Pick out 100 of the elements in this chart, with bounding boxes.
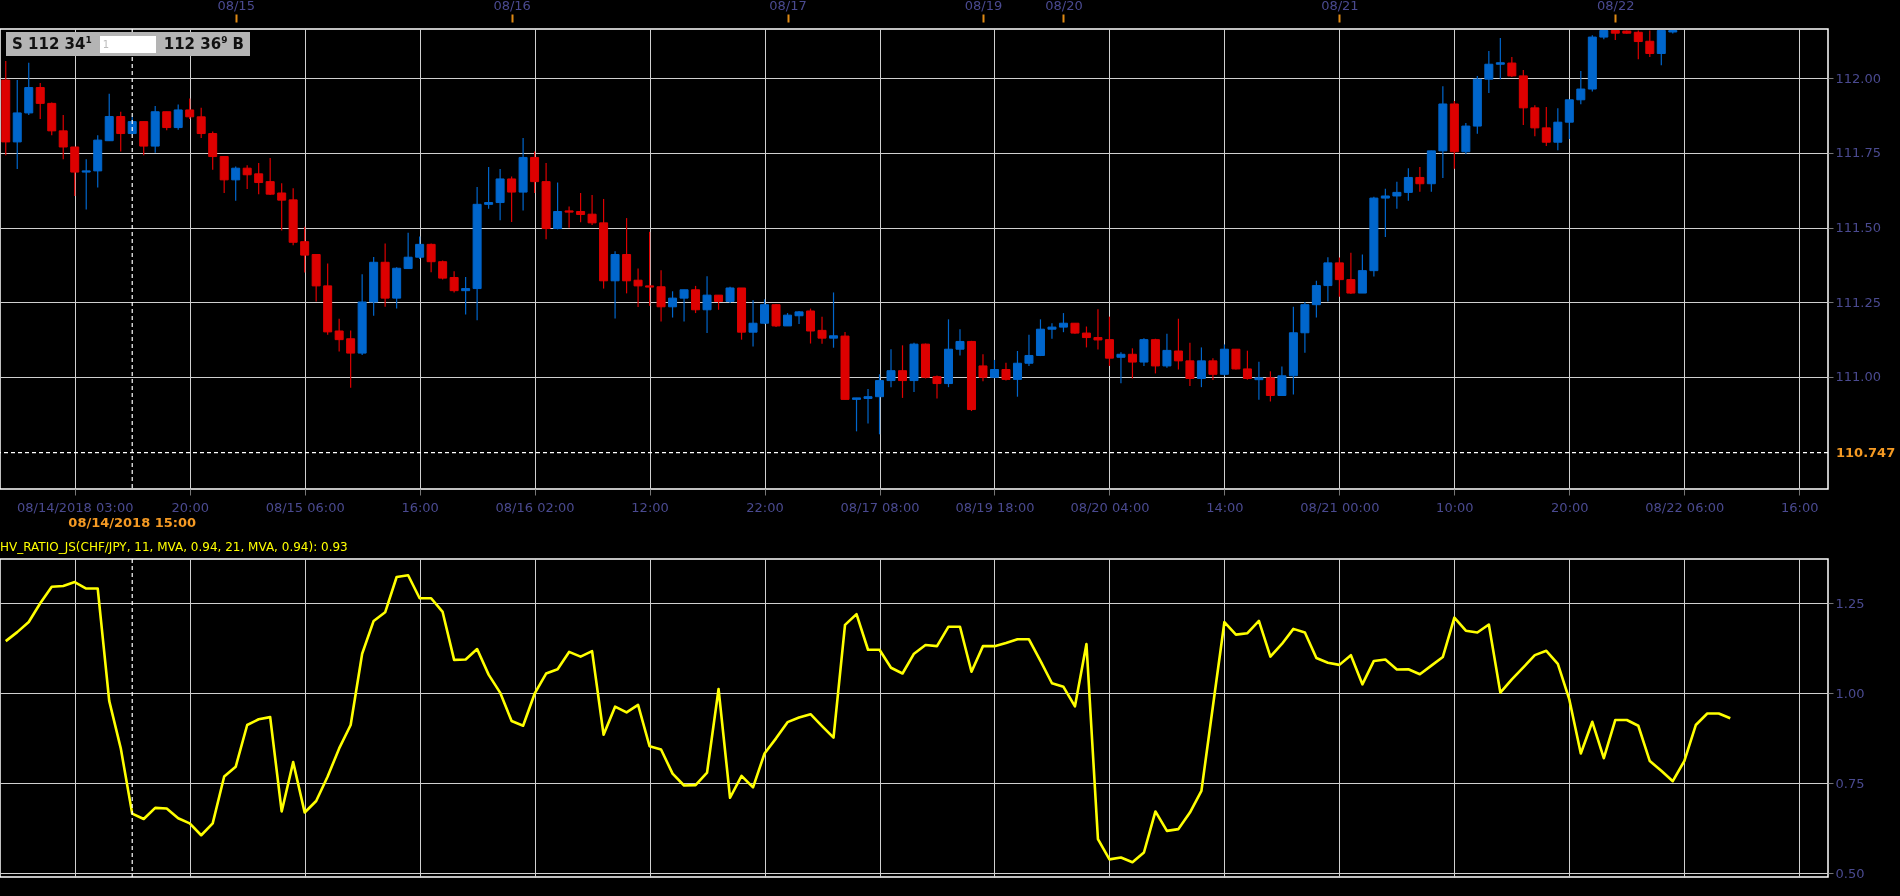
candlestick [668, 290, 678, 319]
x-tick-label: 08/14/2018 03:00 [16, 499, 134, 515]
candlestick [1323, 256, 1333, 303]
candlestick [1277, 365, 1287, 397]
x-tick-label: 08/21 00:00 [1300, 499, 1380, 515]
y-tick-label: 111.50 [1835, 220, 1881, 236]
x-tick-label: 20:00 [171, 499, 209, 515]
candlestick [1645, 29, 1655, 58]
candlestick [978, 353, 988, 382]
candlestick [702, 275, 712, 334]
category-label: 08/21 [1321, 0, 1359, 13]
candlestick [656, 269, 666, 323]
candlestick [449, 270, 459, 294]
candlestick [852, 397, 862, 432]
y-tick-label: 0.50 [1835, 865, 1865, 881]
category-label: 08/20 [1045, 0, 1083, 13]
candlestick [1656, 29, 1666, 66]
candlestick [806, 307, 816, 345]
category-label: 08/15 [217, 0, 255, 13]
candlestick [691, 285, 701, 314]
candlestick [265, 157, 275, 196]
candlestick [1403, 167, 1413, 202]
x-tick-label: 08/16 02:00 [495, 499, 575, 515]
candlestick [1116, 351, 1126, 384]
candlestick [633, 267, 643, 308]
candlestick [1081, 325, 1091, 349]
candlestick [955, 328, 965, 357]
candlestick [875, 373, 885, 435]
candlestick [553, 181, 563, 231]
annotation: 112 36$^{9}$ B [163, 35, 245, 53]
candlestick [1392, 181, 1402, 210]
candlestick [898, 344, 907, 399]
candlestick [1058, 312, 1068, 333]
candlestick [1208, 357, 1218, 381]
x-tick-label: 08/22 06:00 [1645, 499, 1725, 515]
candlestick [1242, 350, 1252, 381]
x-tick-label: 08/14/2018 15:00 [68, 515, 197, 530]
candlestick [1380, 188, 1390, 238]
ref-line-label: 110.747 [1836, 444, 1896, 460]
candlestick [58, 114, 68, 160]
candlestick [461, 276, 471, 316]
x-tick-label: 08/19 18:00 [955, 499, 1035, 515]
category-label: 08/22 [1597, 0, 1635, 13]
y-tick-label: 1.00 [1835, 685, 1865, 701]
candlestick [1173, 318, 1183, 371]
candlestick [886, 348, 896, 388]
chart-title: HV_RATIO_JS(CHF/JPY, 11, MVA, 0.94, 21, MVA, 0.94): 0.93 [0, 540, 348, 555]
candlestick [334, 318, 344, 353]
candlestick [1104, 316, 1114, 367]
candlestick [1357, 253, 1367, 294]
candlestick [1311, 280, 1321, 319]
candlestick [587, 194, 597, 226]
candlestick [1254, 361, 1264, 401]
x-tick-label: 16:00 [401, 499, 439, 515]
candlestick [277, 182, 287, 232]
candlestick [817, 316, 827, 345]
candlestick [231, 165, 241, 202]
candlestick [116, 111, 126, 153]
x-tick-label: 08/17 08:00 [840, 499, 920, 515]
candlestick [173, 103, 183, 131]
y-tick-label: 0.75 [1835, 775, 1865, 791]
candlestick [415, 236, 425, 260]
candlestick [1334, 256, 1344, 298]
candlestick [196, 107, 206, 139]
candlestick [81, 158, 91, 211]
candlestick [760, 298, 770, 325]
candlestick [254, 162, 264, 195]
candlestick [564, 205, 574, 229]
candlestick [1415, 166, 1425, 193]
candlestick [1162, 333, 1172, 369]
candlestick [645, 231, 655, 307]
category-label: 08/19 [964, 0, 1003, 13]
y-tick-label: 1.25 [1835, 595, 1865, 611]
y-tick-label: 111.00 [1835, 369, 1881, 385]
candlestick [1553, 107, 1563, 151]
x-tick-label: 08/15 06:00 [265, 499, 345, 515]
x-tick-label: 20:00 [1551, 499, 1589, 515]
candlestick [1024, 334, 1034, 367]
x-tick-label: 16:00 [1781, 499, 1819, 515]
candlestick [1495, 37, 1505, 80]
candlestick [1346, 252, 1356, 295]
y-tick-label: 112.00 [1835, 70, 1881, 86]
candlestick [1541, 106, 1551, 147]
candlestick [748, 299, 758, 348]
candlestick [300, 226, 310, 274]
line-series [4, 573, 1732, 864]
candlestick [162, 111, 172, 131]
candlestick [1576, 70, 1586, 105]
candlestick [1047, 322, 1057, 340]
candlestick [1484, 50, 1494, 94]
x-tick-label: 22:00 [746, 499, 784, 515]
category-label: 08/16 [493, 0, 531, 13]
candlestick [576, 192, 586, 223]
candlestick [794, 310, 804, 325]
candlestick [679, 289, 689, 323]
candlestick [35, 82, 45, 120]
quantity-field: 1 [99, 35, 156, 53]
candlestick [495, 168, 505, 221]
candlestick [1185, 342, 1195, 387]
y-tick-label: 111.75 [1835, 145, 1881, 161]
